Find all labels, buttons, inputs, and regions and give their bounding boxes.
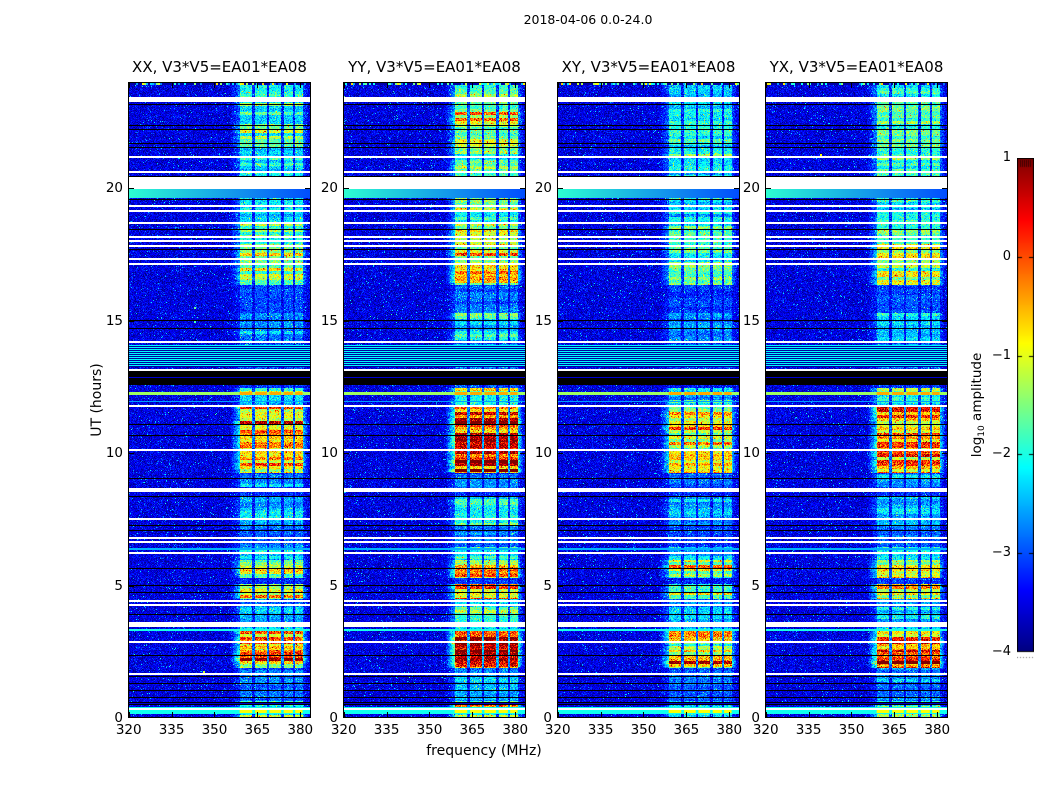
x-axis-label: frequency (MHz) [426, 743, 542, 759]
colorbar-tick-label: −3 [991, 545, 1011, 561]
y-tick-label: 15 [320, 312, 338, 329]
x-tick-label: 350 [416, 722, 443, 738]
y-tick-label: 10 [105, 445, 123, 461]
x-tick-label: 320 [544, 722, 571, 738]
panel-title-xy: XY, V3*V5=EA01*EA08 [561, 58, 736, 76]
x-tick-label: 380 [502, 722, 529, 738]
panel-title-yy: YY, V3*V5=EA01*EA08 [348, 58, 521, 76]
x-tick-label: 335 [373, 722, 400, 738]
x-tick-label: 365 [673, 722, 700, 738]
y-tick-label: 20 [534, 180, 552, 196]
spectrogram-canvas-yx [765, 82, 948, 718]
x-tick-label: 365 [881, 722, 908, 738]
x-tick-label: 335 [795, 722, 822, 738]
y-tick-label: 5 [751, 577, 760, 594]
colorbar-tick-label: −2 [991, 446, 1011, 462]
spectrogram-canvas-xx [128, 82, 311, 718]
colorbar-tick-label: 1 [1002, 150, 1011, 165]
x-tick-label: 350 [838, 722, 865, 738]
y-tick-label: 10 [534, 445, 552, 461]
spectrogram-panel-xx: XX, V3*V5=EA01*EA08 [128, 58, 311, 718]
x-tick-label: 350 [630, 722, 657, 738]
x-tick-label: 335 [158, 722, 185, 738]
x-tick-label: 350 [201, 722, 228, 738]
x-tick-label: 335 [587, 722, 614, 738]
y-tick-label: 10 [320, 445, 338, 461]
y-tick-label: 15 [742, 312, 760, 329]
colorbar-label-rest: amplitude [969, 352, 985, 426]
y-tick-label: 0 [751, 710, 760, 726]
x-tick-label: 365 [459, 722, 486, 738]
x-tick-label: 320 [115, 722, 142, 738]
y-axis-label: UT (hours) [89, 363, 105, 437]
colorbar-tick-label: −1 [991, 347, 1011, 363]
y-tick-label: 0 [329, 710, 338, 726]
y-tick-label: 5 [329, 577, 338, 594]
y-tick-label: 20 [105, 180, 123, 196]
y-tick-label: 5 [114, 577, 123, 594]
x-tick-label: 380 [716, 722, 743, 738]
spectrogram-panel-xy: XY, V3*V5=EA01*EA08 [557, 58, 740, 718]
colorbar-gradient [1017, 158, 1034, 660]
x-tick-label: 320 [752, 722, 779, 738]
figure-title: 2018-04-06 0.0-24.0 [523, 12, 653, 27]
spectrogram-canvas-xy [557, 82, 740, 718]
spectrogram-panel-yy: YY, V3*V5=EA01*EA08 [343, 58, 526, 718]
spectrogram-panel-yx: YX, V3*V5=EA01*EA08 [765, 58, 948, 718]
y-tick-label: 20 [742, 180, 760, 196]
x-tick-label: 380 [924, 722, 951, 738]
y-tick-label: 0 [543, 710, 552, 726]
y-tick-label: 10 [742, 445, 760, 461]
y-tick-label: 15 [105, 312, 123, 329]
x-tick-label: 320 [330, 722, 357, 738]
x-tick-label: 380 [287, 722, 314, 738]
panel-title-yx: YX, V3*V5=EA01*EA08 [769, 58, 944, 76]
y-tick-label: 15 [534, 312, 552, 329]
x-tick-label: 365 [244, 722, 271, 738]
colorbar-tick-label: −4 [991, 644, 1011, 659]
colorbar [1017, 158, 1034, 664]
y-tick-label: 5 [543, 577, 552, 594]
y-tick-label: 0 [114, 710, 123, 726]
colorbar-label-sub: 10 [977, 425, 987, 437]
colorbar-tick-label: 0 [1002, 248, 1011, 264]
y-tick-label: 20 [320, 180, 338, 196]
spectrogram-canvas-yy [343, 82, 526, 718]
panel-title-xx: XX, V3*V5=EA01*EA08 [132, 58, 307, 76]
colorbar-label: log10 amplitude [969, 353, 987, 458]
